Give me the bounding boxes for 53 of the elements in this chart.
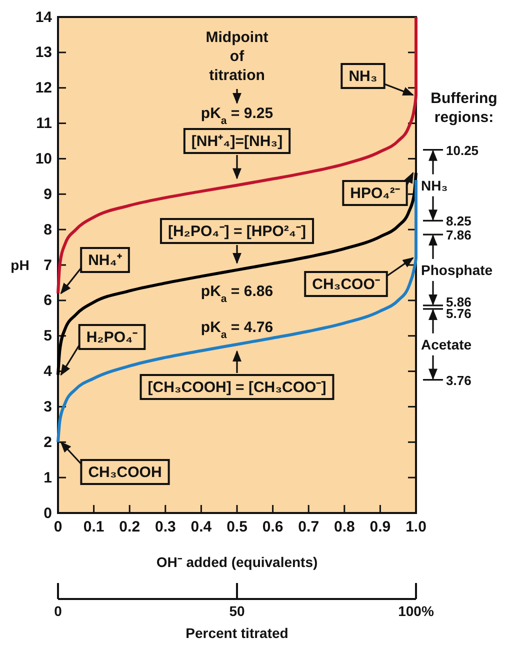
x-axis-title: OH⁻ added (equivalents) — [156, 554, 318, 570]
y-tick-label: 11 — [36, 115, 52, 132]
x2-tick-label: 50 — [229, 603, 245, 619]
y-tick-label: 10 — [35, 150, 52, 168]
x2-tick-label: 100% — [398, 603, 434, 619]
line-series — [56, 171, 418, 376]
y-tick-label: 7 — [44, 256, 52, 274]
y2-tick-label: 7.86 — [446, 228, 472, 243]
x-tick-label: 0.2 — [119, 518, 140, 536]
text: Acetate — [421, 336, 472, 352]
annotation: pK$_{a}$ = 4.76 — [200, 319, 274, 341]
y2-tick-label: 10.25 — [446, 142, 479, 158]
annotation: H₂PO₄⁻ — [86, 329, 138, 346]
y-axis-title: pH — [10, 257, 30, 273]
line-series — [56, 178, 418, 444]
x-tick-label: 0.3 — [154, 518, 176, 536]
y-tick-label: 14 — [35, 8, 53, 26]
x-tick-label: 0.7 — [298, 518, 320, 536]
x-tick-label: 0.6 — [262, 518, 284, 536]
y-tick-label: 8 — [44, 221, 52, 238]
y-tick-label: 0 — [44, 504, 52, 522]
annotation: CH₃COO⁻ — [312, 276, 380, 293]
text: Phosphate — [421, 262, 493, 278]
y-tick-label: 3 — [44, 398, 52, 416]
y-tick-label: 12 — [35, 80, 52, 97]
x2-axis-title: Percent titrated — [186, 625, 288, 641]
y-tick-label: 1 — [44, 469, 52, 486]
annotation: [CH₃COOH] = [CH₃COO⁻] — [148, 379, 326, 396]
x-tick-label: 0.1 — [83, 518, 104, 536]
y-tick-label: 4 — [44, 363, 53, 380]
annotation: Midpoint of titration — [206, 29, 268, 84]
x-tick-label: 1.0 — [406, 518, 426, 536]
text: Buffering regions: — [430, 90, 498, 126]
annotation: pK$_{a}$ = 9.25 — [200, 105, 274, 127]
annotation: HPO₄²⁻ — [350, 185, 400, 202]
annotation: NH₃ — [348, 68, 378, 85]
y-tick-label: 2 — [44, 434, 52, 451]
text: NH₃ — [421, 177, 448, 194]
y2-tick-label: 3.76 — [446, 372, 472, 388]
y-tick-label: 6 — [44, 292, 52, 310]
annotation: NH₄⁺ — [88, 252, 122, 269]
y2-tick-label: 8.25 — [446, 214, 472, 229]
annotation: pK$_{a}$ = 6.86 — [200, 283, 274, 305]
x-tick-label: 0.9 — [370, 518, 391, 536]
annotation: CH₃COOH — [88, 464, 162, 481]
y-tick-label: 13 — [35, 44, 52, 62]
y-tick-label: 5 — [44, 328, 52, 345]
y-tick-label: 9 — [44, 186, 52, 203]
annotation: [NH⁺₄]=[NH₃] — [191, 133, 283, 150]
annotation: [H₂PO₄⁻] = [HPO²₄⁻] — [168, 223, 306, 240]
x-tick-label: 0.4 — [190, 518, 212, 536]
x-tick-label: 0.8 — [334, 518, 355, 536]
x-tick-label: 0.5 — [226, 518, 248, 536]
